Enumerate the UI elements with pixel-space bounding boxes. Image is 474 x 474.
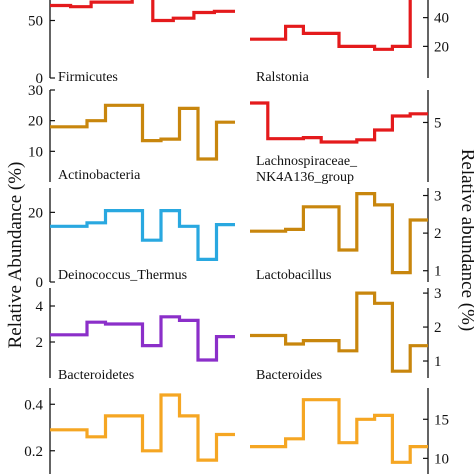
series-line <box>50 0 235 23</box>
y-tick-label: 15 <box>434 412 449 428</box>
panel-title: Bacteroides <box>256 368 322 383</box>
y-tick-label: 10 <box>434 451 449 467</box>
y-tick-label: 3 <box>434 286 442 302</box>
panel-title: Actinobacteria <box>58 168 141 183</box>
y-tick-label: 5 <box>434 115 442 131</box>
y-axis-label-right: Relative abundance (%) <box>457 149 474 332</box>
y-tick-label: 1 <box>434 354 442 370</box>
panel-title-line: NK4A136_group <box>256 170 354 185</box>
y-tick-label: 3 <box>434 189 442 205</box>
series-line <box>50 103 235 161</box>
panel-right-2: 1 2 3 Lachnospiraceae_ NK4A136_group <box>250 154 442 282</box>
y-tick-label: 2 <box>434 320 442 336</box>
panel-left-2: 0 20 Actinobacteria <box>28 168 235 291</box>
y-tick-label: 1 <box>434 264 442 280</box>
panel-left-4: 0.2 0.4 Bacteroidetes <box>24 368 235 474</box>
y-tick-label: 30 <box>28 83 43 99</box>
series-line <box>250 398 428 464</box>
series-line <box>50 315 235 362</box>
y-tick-label: 2 <box>434 226 442 242</box>
y-tick-label: 2 <box>36 335 44 351</box>
y-tick-label: 4 <box>36 299 44 315</box>
panel-left-3: 2 4 Deinococcus_Thermus <box>36 268 235 378</box>
y-axis-label-left: Relative Abundance (%) <box>5 162 26 349</box>
y-tick-label: 20 <box>434 39 449 55</box>
y-tick-label: 10 <box>28 144 43 160</box>
panel-title: Bacteroidetes <box>58 368 134 383</box>
panel-right-3: 1 2 3 Lactobacillus <box>250 268 442 378</box>
y-tick-label: 20 <box>28 114 43 130</box>
panel-left-0: 0 50 <box>28 0 235 87</box>
panel-title: Ralstonia <box>256 70 310 85</box>
series-line <box>50 209 235 261</box>
panel-right-1: 5 Ralstonia <box>250 70 442 182</box>
y-tick-label: 0 <box>36 275 44 291</box>
series-line <box>50 393 235 462</box>
panel-right-4: 10 15 Bacteroides <box>250 368 449 474</box>
panel-title: Lactobacillus <box>256 268 331 283</box>
panel-title: Deinococcus_Thermus <box>58 268 187 283</box>
y-tick-label: 0 <box>36 71 44 87</box>
series-line <box>250 291 428 373</box>
panel-title: Lachnospiraceae_ NK4A136_group <box>256 154 358 185</box>
panel-left-1: 10 20 30 Firmicutes <box>28 70 235 182</box>
panels: 0502040102030Firmicutes5Ralstonia020Acti… <box>24 0 449 474</box>
panel-title-line: Lachnospiraceae_ <box>256 154 358 169</box>
y-tick-label: 20 <box>28 205 43 221</box>
series-line <box>250 0 412 51</box>
y-tick-label: 0.2 <box>24 444 43 460</box>
y-tick-label: 0.4 <box>24 397 43 413</box>
series-line <box>250 192 428 275</box>
y-tick-label: 50 <box>28 14 43 30</box>
series-line <box>250 101 428 144</box>
panel-title: Firmicutes <box>58 70 118 85</box>
y-tick-label: 40 <box>434 11 449 27</box>
